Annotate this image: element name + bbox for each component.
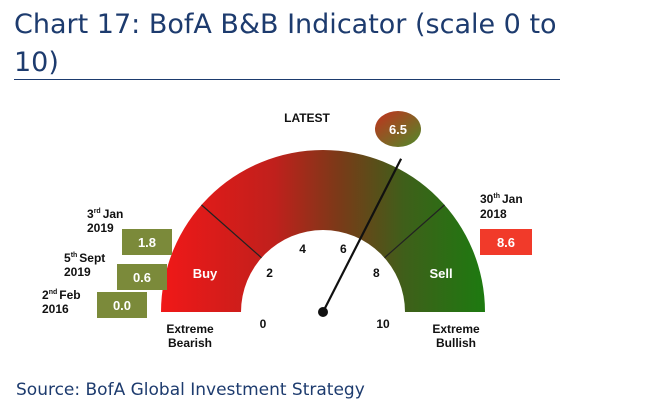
sell-zone-label: Sell [429,266,452,281]
tick-label-0: 0 [260,317,267,331]
latest-badge [375,111,421,147]
history-value-jan2019: 1.8 [138,235,156,250]
latest-value: 6.5 [389,122,407,137]
latest-label: LATEST [284,111,330,125]
peak-month: Jan [502,192,523,206]
source-note: Source: BofA Global Investment Strategy [16,380,365,400]
needle-pivot [318,307,328,317]
history-year-feb2016: 2016 [42,302,69,316]
tick-label-2: 2 [266,266,273,280]
history-day-suffix: rd [94,208,101,215]
history-day-suffix: th [71,252,78,259]
history-box-jan2019 [122,229,172,255]
history-value-feb2016: 0.0 [113,298,131,313]
history-day: 5 [64,251,71,265]
tick-label-10: 10 [376,317,390,331]
gauge-needle [322,158,403,313]
history-month: Feb [59,288,80,302]
history-month: Sept [79,251,105,265]
peak-date: 30th Jan [480,192,523,206]
buy-zone-label: Buy [193,266,218,281]
history-year-sept2019: 2019 [64,265,91,279]
peak-day: 30 [480,192,494,206]
history-box-sept2019 [117,264,167,290]
peak-day-suffix: th [493,193,500,200]
history-date-feb2016: 2nd Feb [42,288,81,302]
peak-value: 8.6 [497,235,515,250]
extreme-bearish-line2: Bearish [168,336,212,350]
peak-box [480,229,532,255]
extreme-bullish-line2: Bullish [436,336,476,350]
tick-label-6: 6 [340,242,347,256]
history-box-feb2016 [97,292,147,318]
buy-zone-separator [201,204,262,259]
extreme-bullish-line1: Extreme [432,322,480,336]
history-day: 2 [42,288,49,302]
gauge-arc [161,150,485,312]
history-year-jan2019: 2019 [87,221,114,235]
tick-label-8: 8 [373,266,380,280]
sell-zone-separator [384,204,445,259]
history-date-sept2019: 5th Sept [64,251,105,265]
peak-year: 2018 [480,207,507,221]
history-day: 3 [87,207,94,221]
history-day-suffix: nd [49,289,58,296]
history-value-sept2019: 0.6 [133,270,151,285]
chart-title: Chart 17: BofA B&B Indicator (scale 0 to… [14,9,557,78]
title-rule [14,79,560,80]
tick-label-4: 4 [299,242,306,256]
history-month: Jan [103,207,124,221]
extreme-bearish-line1: Extreme [166,322,214,336]
history-date-jan2019: 3rd Jan [87,207,123,221]
